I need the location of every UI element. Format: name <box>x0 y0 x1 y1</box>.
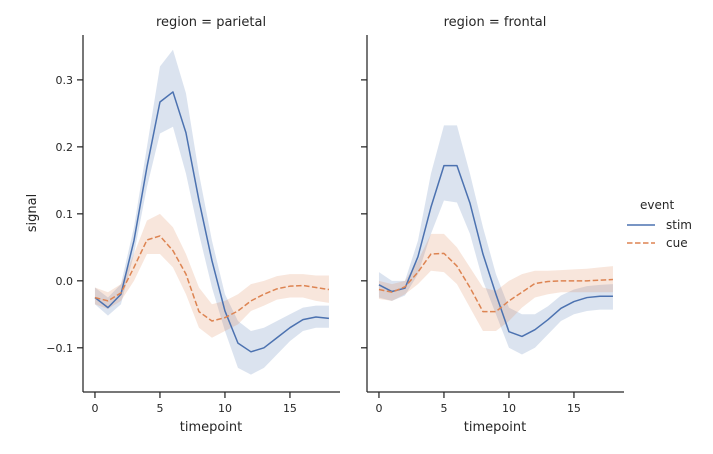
ci-band-cue <box>94 213 329 338</box>
panel-1: 0 5 10 15 <box>361 35 624 415</box>
y-tick-label: 0.2 <box>56 141 74 154</box>
x-tick-label: 0 <box>375 402 382 415</box>
y-axis-label: signal <box>25 194 40 232</box>
legend-label-stim: stim <box>666 218 692 232</box>
legend-title: event <box>640 198 674 212</box>
series-line-cue <box>378 252 613 313</box>
panel-0: −0.1 0.0 0.1 0.2 0.3 0 5 10 15 <box>46 35 340 415</box>
series-line-stim <box>94 91 330 353</box>
x-axis-label-frontal: timepoint <box>464 420 527 435</box>
legend: event stim cue <box>627 198 692 250</box>
y-tick-label: −0.1 <box>46 342 73 355</box>
ci-band-cue <box>378 233 613 332</box>
x-tick-label: 0 <box>91 402 98 415</box>
y-tick-label: 0.1 <box>56 208 74 221</box>
x-tick-label: 10 <box>218 402 232 415</box>
y-tick-label: 0.0 <box>56 275 74 288</box>
x-axis-label-parietal: timepoint <box>180 420 243 435</box>
series-line-cue <box>94 235 330 322</box>
x-tick-label: 15 <box>567 402 581 415</box>
x-tick-label: 10 <box>502 402 516 415</box>
y-tick-label: 0.3 <box>56 74 74 87</box>
x-tick-label: 15 <box>283 402 297 415</box>
x-tick-label: 5 <box>156 402 163 415</box>
x-tick-label: 5 <box>440 402 447 415</box>
series-line-stim <box>378 164 613 338</box>
ci-band-stim <box>378 125 613 355</box>
legend-label-cue: cue <box>666 236 688 250</box>
panel-title-parietal: region = parietal <box>156 15 266 30</box>
panel-title-frontal: region = frontal <box>444 15 547 30</box>
